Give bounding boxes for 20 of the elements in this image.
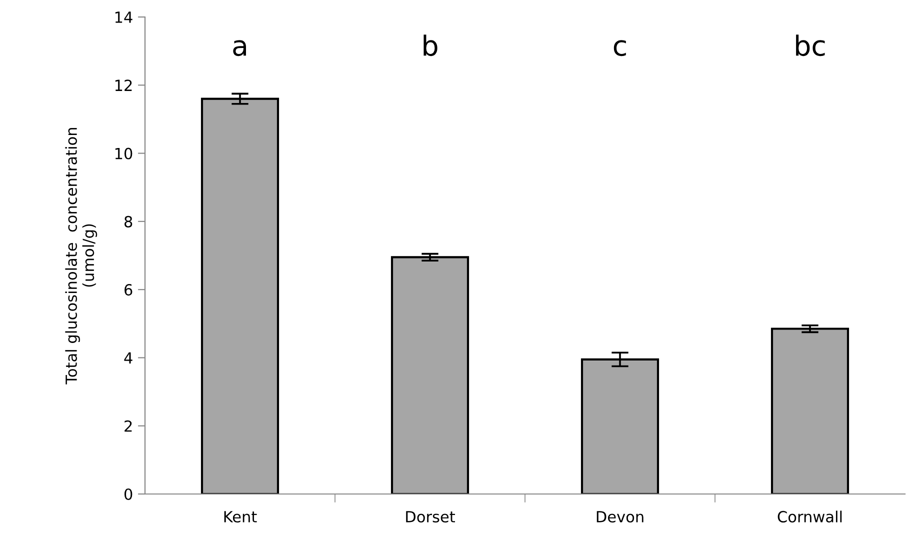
y-tick-label: 4 xyxy=(124,352,132,364)
y-tick-label: 6 xyxy=(124,284,132,296)
x-tick-label: Kent xyxy=(224,511,257,522)
y-tick-label: 14 xyxy=(115,12,132,23)
annotation: b xyxy=(424,34,438,56)
annotation: c xyxy=(614,40,626,56)
y-axis-title: Total glucosinolate concentration (umol/g) xyxy=(65,128,98,384)
y-tick-label: 8 xyxy=(124,216,132,228)
x-tick-label: Dorset xyxy=(406,511,456,522)
y-tick-label: 2 xyxy=(124,420,132,432)
annotation: a xyxy=(233,40,246,56)
x-tick-label: Cornwall xyxy=(778,510,842,522)
annotation: bc xyxy=(796,34,825,56)
y-tick-label: 12 xyxy=(115,80,132,91)
bar xyxy=(200,98,280,494)
bar xyxy=(770,328,850,494)
x-tick-label: Devon xyxy=(596,511,644,522)
bar xyxy=(390,256,470,494)
y-tick-label: 0 xyxy=(124,488,132,500)
y-tick-label: 10 xyxy=(115,148,132,160)
